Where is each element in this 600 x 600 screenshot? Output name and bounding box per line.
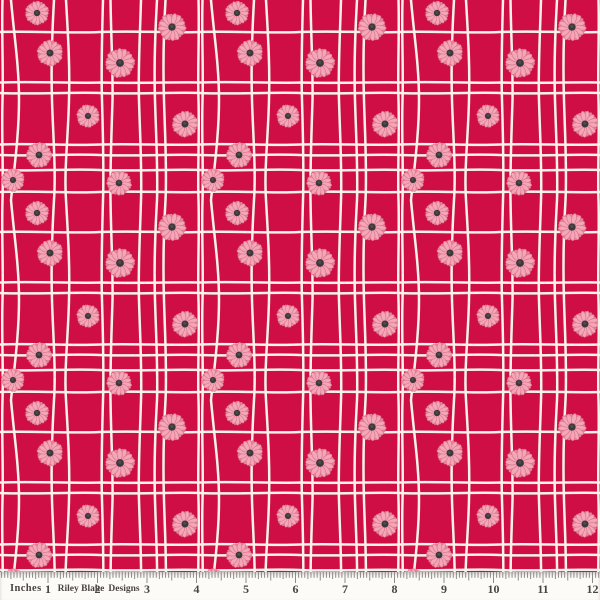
ruler-number: 10 bbox=[487, 582, 500, 596]
ruler-number: 8 bbox=[391, 582, 398, 596]
brand-riley-blake: Riley Blake bbox=[57, 584, 105, 594]
brand-designs: Designs bbox=[108, 584, 140, 594]
ruler-number: 12 bbox=[586, 582, 599, 596]
ruler-number: 2 bbox=[94, 582, 101, 596]
ruler-number: 4 bbox=[193, 582, 200, 596]
ruler-number: 11 bbox=[537, 582, 549, 596]
inch-ruler: Inches Riley Blake Designs 1 2 3 4 5 6 7 8 9 10 11… bbox=[0, 572, 600, 600]
fabric-plaid-daisy-pattern bbox=[0, 0, 600, 572]
ruler-tick-marks bbox=[1, 572, 600, 583]
ruler-number: 7 bbox=[342, 582, 348, 596]
ruler-number: 6 bbox=[292, 582, 299, 596]
ruler-number: 3 bbox=[144, 582, 150, 596]
ruler-number: 5 bbox=[243, 582, 249, 596]
ruler-unit-label: Inches bbox=[10, 583, 42, 594]
ruler-number: 1 bbox=[45, 582, 51, 596]
ruler-number: 9 bbox=[441, 582, 447, 596]
